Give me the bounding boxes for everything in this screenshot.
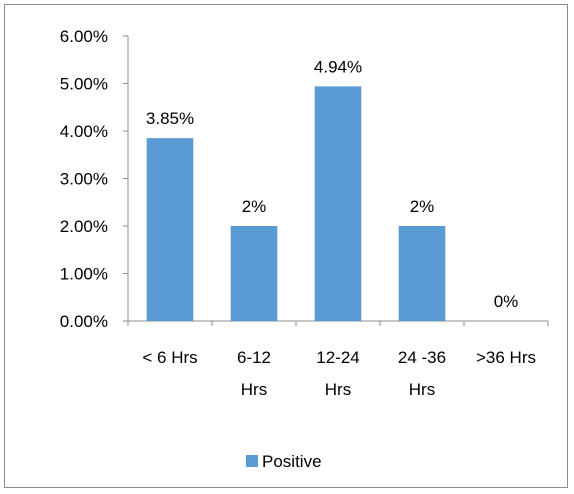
data-label: 0%: [494, 292, 519, 311]
y-tick-label: 5.00%: [60, 75, 108, 94]
bar: [230, 226, 278, 321]
data-label: 2%: [410, 197, 435, 216]
x-tick-label: Hrs: [241, 380, 267, 399]
y-tick-label: 2.00%: [60, 217, 108, 236]
chart-frame: [4, 4, 568, 488]
x-tick-label: 24 -36: [398, 348, 446, 367]
bar: [146, 138, 194, 321]
x-tick-label: < 6 Hrs: [142, 348, 197, 367]
y-tick-label: 0.00%: [60, 312, 108, 331]
y-tick-label: 1.00%: [60, 265, 108, 284]
x-tick-label: Hrs: [325, 380, 351, 399]
bar: [398, 226, 446, 321]
x-tick-label: Hrs: [409, 380, 435, 399]
data-label: 2%: [242, 197, 267, 216]
y-tick-label: 6.00%: [60, 27, 108, 46]
data-label: 4.94%: [314, 57, 362, 76]
x-tick-label: 6-12: [237, 348, 271, 367]
x-tick-label: 12-24: [316, 348, 359, 367]
y-tick-label: 4.00%: [60, 122, 108, 141]
bar: [314, 86, 362, 321]
legend-label: Positive: [262, 452, 322, 471]
legend-swatch: [246, 455, 258, 467]
data-label: 3.85%: [146, 109, 194, 128]
y-tick-label: 3.00%: [60, 170, 108, 189]
x-tick-label: >36 Hrs: [476, 348, 536, 367]
